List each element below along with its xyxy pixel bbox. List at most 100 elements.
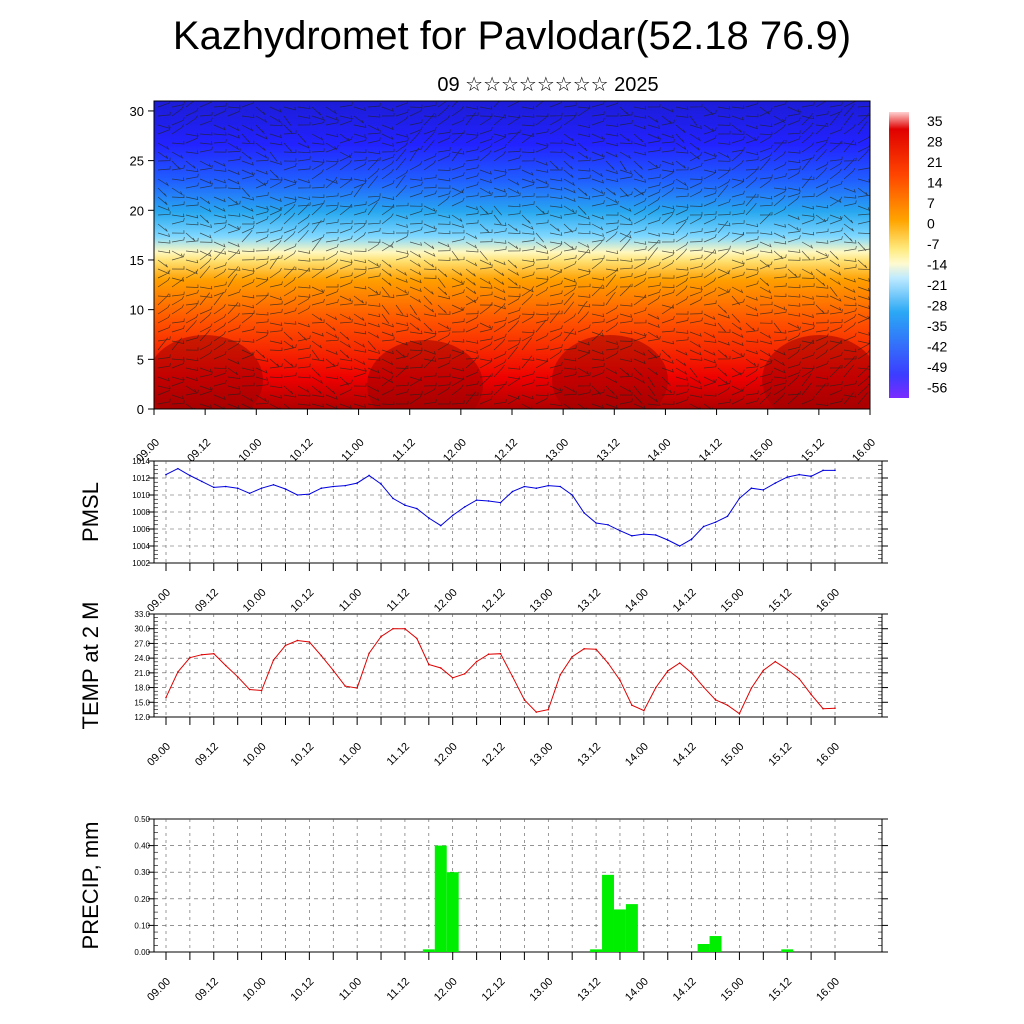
data-point bbox=[177, 467, 179, 470]
data-point bbox=[380, 635, 382, 638]
xtick-label: 13.00 bbox=[527, 976, 555, 1004]
colorbar-label: 7 bbox=[927, 195, 935, 211]
xtick-label: 13.12 bbox=[575, 976, 603, 1004]
ytick-label: 21.0 bbox=[134, 669, 150, 678]
heatmap-ytick-label: 15 bbox=[130, 253, 144, 268]
axis-label: PRECIP, mm bbox=[78, 822, 103, 950]
xtick-label: 15.12 bbox=[766, 741, 794, 769]
ytick-label: 24.0 bbox=[134, 654, 150, 663]
xtick-label: 10.00 bbox=[241, 976, 269, 1004]
data-point bbox=[786, 668, 789, 671]
data-point bbox=[356, 687, 358, 689]
data-point bbox=[738, 497, 741, 500]
page-title: Kazhydromet for Pavlodar(52.18 76.9) bbox=[172, 14, 852, 58]
data-point bbox=[284, 488, 287, 490]
warm-core bbox=[552, 335, 668, 409]
data-point bbox=[643, 709, 645, 712]
data-point bbox=[583, 512, 585, 514]
heatmap-ytick-label: 5 bbox=[137, 352, 144, 367]
precip-bar bbox=[602, 874, 614, 952]
xtick-label: 12.00 bbox=[432, 976, 460, 1004]
data-point bbox=[189, 656, 191, 659]
data-point bbox=[583, 648, 585, 650]
xtick-label: 10.00 bbox=[241, 587, 269, 615]
heatmap-xtick-label: 13.00 bbox=[543, 437, 571, 465]
data-point bbox=[416, 637, 418, 640]
ytick-label: 33.0 bbox=[134, 610, 150, 619]
xtick-label: 09.00 bbox=[145, 976, 173, 1004]
colorbar-label: -14 bbox=[927, 257, 947, 273]
warm-core bbox=[367, 340, 483, 409]
data-point bbox=[260, 689, 263, 692]
data-point bbox=[475, 499, 478, 501]
data-point bbox=[535, 711, 538, 713]
data-point bbox=[451, 514, 454, 517]
xtick-label: 15.00 bbox=[719, 587, 747, 615]
data-point bbox=[834, 707, 836, 709]
xtick-label: 12.12 bbox=[480, 741, 508, 769]
data-point bbox=[607, 662, 609, 664]
data-point bbox=[774, 660, 777, 663]
xtick-label: 15.12 bbox=[766, 976, 794, 1004]
xtick-label: 15.00 bbox=[719, 976, 747, 1004]
xtick-label: 16.00 bbox=[814, 587, 842, 615]
data-point bbox=[224, 485, 227, 488]
heatmap-ytick-label: 30 bbox=[130, 104, 144, 119]
heatmap-field bbox=[154, 101, 870, 409]
ytick-label: 1008 bbox=[132, 508, 150, 517]
xtick-label: 10.12 bbox=[289, 741, 317, 769]
ytick-label: 0.30 bbox=[134, 868, 150, 877]
data-point bbox=[750, 687, 753, 689]
data-point bbox=[834, 469, 836, 472]
data-point bbox=[547, 484, 550, 487]
xtick-label: 15.00 bbox=[719, 741, 747, 769]
heatmap-panel bbox=[154, 101, 870, 409]
heatmap-ytick-label: 20 bbox=[130, 203, 144, 218]
data-point bbox=[439, 524, 442, 527]
precip-bar bbox=[697, 944, 710, 952]
data-point bbox=[535, 487, 538, 490]
xtick-label: 16.00 bbox=[814, 741, 842, 769]
xtick-label: 13.00 bbox=[527, 587, 555, 615]
ytick-label: 30.0 bbox=[134, 625, 150, 634]
data-point bbox=[774, 482, 777, 484]
axis-label: TEMP at 2 M bbox=[78, 602, 103, 730]
data-point bbox=[619, 679, 621, 682]
data-point bbox=[201, 653, 203, 656]
data-point bbox=[368, 652, 370, 655]
data-point bbox=[451, 676, 454, 679]
ytick-label: 1002 bbox=[132, 559, 150, 568]
warm-core bbox=[762, 335, 870, 409]
data-point bbox=[810, 693, 812, 696]
wind-barbs bbox=[157, 101, 870, 409]
data-point bbox=[392, 497, 394, 500]
precip-bar bbox=[590, 949, 603, 952]
data-point bbox=[499, 652, 502, 655]
ytick-label: 1012 bbox=[132, 474, 150, 483]
xtick-label: 12.12 bbox=[480, 976, 508, 1004]
data-point bbox=[571, 494, 573, 496]
xtick-label: 09.12 bbox=[193, 587, 221, 615]
colorbar-label: -56 bbox=[927, 380, 947, 396]
data-point bbox=[308, 641, 311, 643]
data-point bbox=[822, 469, 824, 472]
colorbar-label: 35 bbox=[927, 113, 943, 129]
xtick-label: 12.00 bbox=[432, 587, 460, 615]
xtick-label: 14.12 bbox=[671, 741, 699, 769]
temp-panel: 33.0 30.0 27.0 24.0 21.0 18.0 15.0 12.0 09.00 09.… bbox=[78, 602, 888, 769]
panel-frame bbox=[153, 818, 883, 953]
data-point bbox=[571, 655, 573, 658]
data-point bbox=[248, 688, 251, 691]
ytick-label: 0.00 bbox=[134, 948, 150, 957]
colorbar-label: 0 bbox=[927, 216, 935, 232]
data-point bbox=[678, 662, 681, 664]
data-point bbox=[798, 473, 800, 476]
xtick-label: 13.12 bbox=[575, 741, 603, 769]
colorbar-label: 28 bbox=[927, 134, 943, 150]
data-point bbox=[416, 507, 418, 510]
data-point bbox=[236, 487, 239, 490]
xtick-label: 10.00 bbox=[241, 741, 269, 769]
data-point bbox=[177, 671, 179, 673]
data-point bbox=[475, 660, 478, 663]
